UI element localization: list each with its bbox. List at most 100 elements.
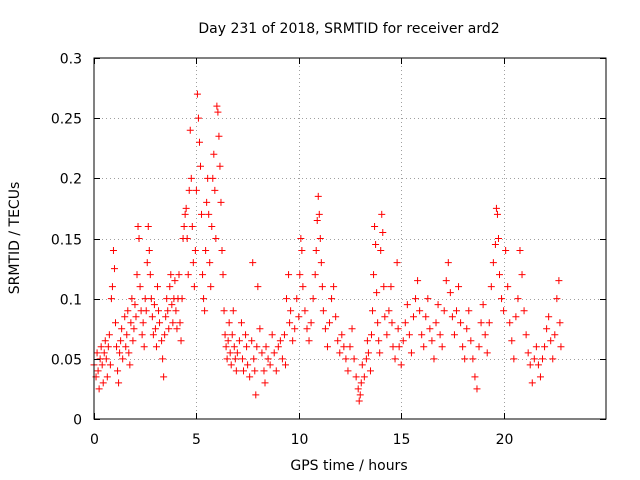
data-point (132, 313, 140, 321)
data-point (167, 271, 175, 279)
data-point (224, 337, 232, 345)
y-axis-label: SRMTID / TECUs (7, 182, 23, 295)
data-point (318, 283, 326, 291)
data-point (256, 325, 264, 333)
data-point (249, 259, 257, 267)
data-point (452, 307, 460, 315)
data-point (369, 307, 377, 315)
data-point (216, 162, 224, 170)
data-point (378, 210, 386, 218)
data-point (117, 337, 125, 345)
data-point (228, 331, 236, 339)
data-point (493, 210, 501, 218)
data-point (199, 271, 207, 279)
data-point (357, 379, 365, 387)
data-point (557, 343, 565, 351)
data-point (118, 325, 126, 333)
data-point (119, 355, 127, 363)
data-point (298, 247, 306, 255)
data-point (124, 307, 132, 315)
data-point (151, 325, 159, 333)
data-point (311, 271, 319, 279)
data-point (203, 198, 211, 206)
data-point (211, 186, 219, 194)
data-point (389, 343, 397, 351)
x-tick-label: 15 (393, 432, 411, 448)
data-point (235, 337, 243, 345)
data-point (131, 301, 139, 309)
data-point (399, 337, 407, 345)
data-point (532, 343, 540, 351)
data-point (232, 367, 240, 375)
data-point (510, 355, 518, 363)
data-point (370, 271, 378, 279)
data-point (334, 337, 342, 345)
data-point (455, 283, 463, 291)
data-point (303, 325, 311, 333)
y-tick-label: 0.25 (51, 112, 82, 128)
x-axis-label: GPS time / hours (290, 458, 407, 474)
axis-ticks (94, 58, 606, 420)
data-point (424, 295, 432, 303)
data-point (162, 313, 170, 321)
data-point (539, 355, 547, 363)
x-tick-label: 20 (496, 432, 514, 448)
data-point (496, 271, 504, 279)
data-point (409, 313, 417, 321)
data-point (543, 325, 551, 333)
data-point (268, 331, 276, 339)
x-tick-label: 0 (90, 432, 99, 448)
data-point (405, 331, 413, 339)
data-point (438, 343, 446, 351)
data-point (252, 391, 260, 399)
data-point (380, 283, 388, 291)
data-point (231, 355, 239, 363)
data-point (395, 343, 403, 351)
data-point (352, 373, 360, 381)
data-point (323, 343, 331, 351)
data-point (297, 235, 305, 242)
data-point (336, 349, 344, 357)
data-point (244, 361, 252, 369)
data-point (233, 349, 241, 357)
data-point (342, 355, 350, 363)
data-point (274, 343, 282, 351)
data-point (115, 379, 123, 387)
data-point (116, 349, 124, 357)
data-point (473, 385, 481, 393)
data-point (426, 325, 434, 333)
data-point (149, 331, 157, 339)
data-point (500, 307, 508, 315)
data-point (356, 391, 364, 399)
data-point (313, 216, 321, 224)
data-point (254, 283, 262, 291)
y-tick-label: 0.05 (51, 353, 82, 369)
data-point (430, 355, 438, 363)
data-point (407, 349, 415, 357)
data-point (101, 337, 109, 345)
data-point (385, 307, 393, 315)
data-point (142, 307, 150, 315)
data-point (555, 277, 563, 285)
data-point (463, 325, 471, 333)
data-point (104, 343, 112, 351)
data-point (125, 349, 133, 357)
data-point (250, 355, 258, 363)
data-point (240, 367, 248, 375)
data-point (518, 271, 526, 279)
data-point (346, 343, 354, 351)
data-point (258, 349, 266, 357)
data-point (100, 349, 108, 357)
data-point (198, 210, 206, 218)
data-point (536, 373, 544, 381)
data-point (221, 331, 229, 339)
data-point (556, 319, 564, 327)
data-point (213, 102, 221, 110)
data-point (139, 319, 147, 327)
data-point (479, 301, 487, 309)
data-point (287, 307, 295, 315)
data-point (440, 307, 448, 315)
data-point (541, 343, 549, 351)
data-point (467, 337, 475, 345)
data-point (222, 343, 230, 351)
